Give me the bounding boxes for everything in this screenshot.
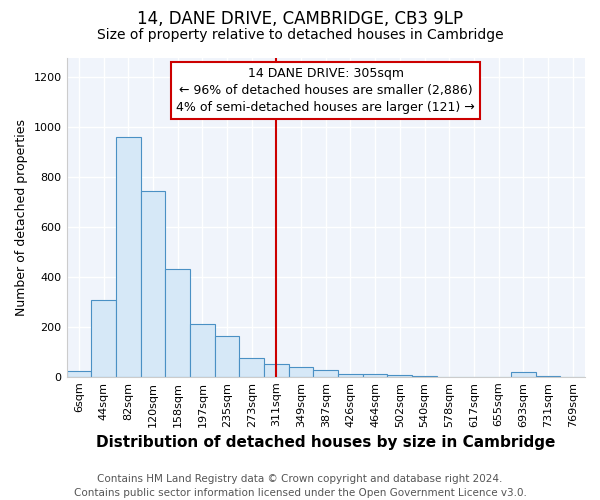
Bar	[388, 375, 412, 377]
Bar	[338, 374, 363, 377]
Text: Size of property relative to detached houses in Cambridge: Size of property relative to detached ho…	[97, 28, 503, 42]
Text: Contains HM Land Registry data © Crown copyright and database right 2024.
Contai: Contains HM Land Registry data © Crown c…	[74, 474, 526, 498]
Bar	[91, 300, 116, 377]
Bar	[239, 358, 264, 377]
Bar	[116, 137, 140, 377]
Bar	[165, 269, 190, 377]
Bar	[363, 374, 388, 377]
Bar	[67, 370, 91, 377]
Bar	[140, 192, 165, 377]
Y-axis label: Number of detached properties: Number of detached properties	[15, 118, 28, 316]
X-axis label: Distribution of detached houses by size in Cambridge: Distribution of detached houses by size …	[96, 435, 556, 450]
Bar	[264, 364, 289, 377]
Text: 14, DANE DRIVE, CAMBRIDGE, CB3 9LP: 14, DANE DRIVE, CAMBRIDGE, CB3 9LP	[137, 10, 463, 28]
Bar	[536, 376, 560, 377]
Bar	[511, 372, 536, 377]
Bar	[313, 370, 338, 377]
Bar	[412, 376, 437, 377]
Bar	[289, 367, 313, 377]
Bar	[215, 336, 239, 377]
Text: 14 DANE DRIVE: 305sqm
← 96% of detached houses are smaller (2,886)
4% of semi-de: 14 DANE DRIVE: 305sqm ← 96% of detached …	[176, 67, 475, 114]
Bar	[190, 324, 215, 377]
